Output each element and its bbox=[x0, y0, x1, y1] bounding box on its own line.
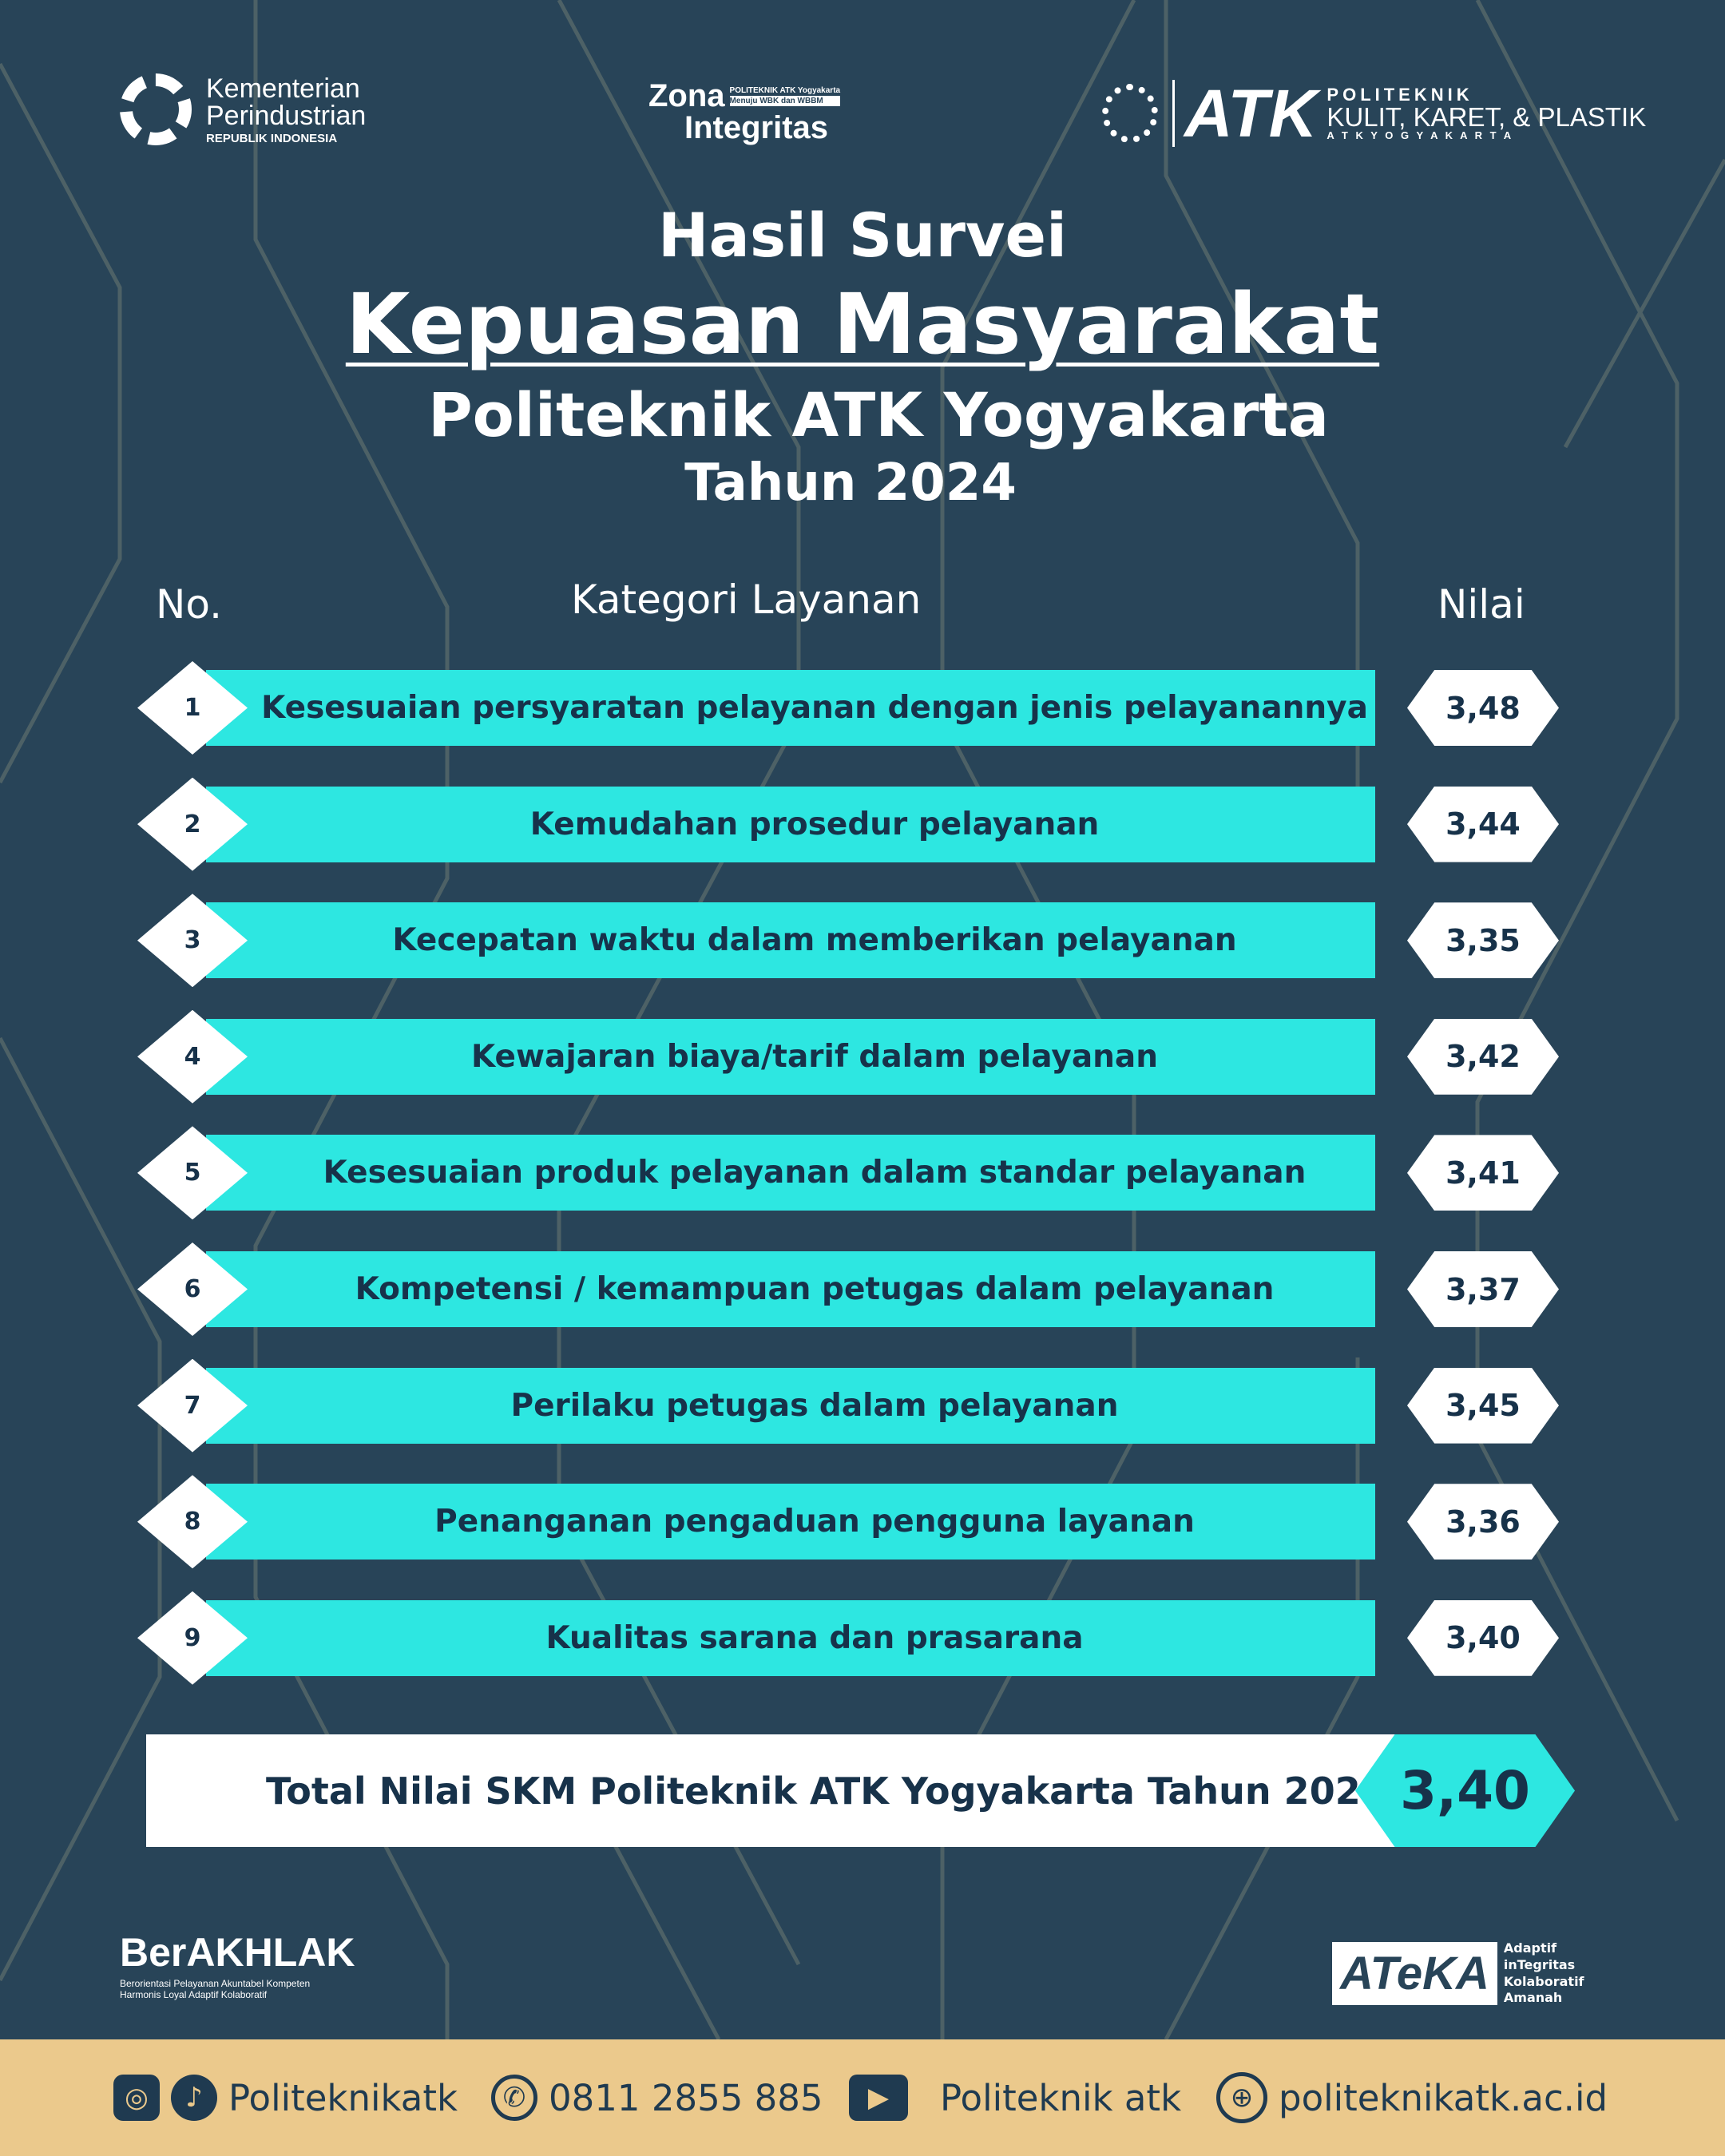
atk-emblem-icon bbox=[1102, 84, 1158, 143]
row-value-badge: 3,36 bbox=[1407, 1484, 1559, 1560]
category-label: Kesesuaian persyaratan pelayanan dengan … bbox=[206, 670, 1375, 746]
row-value-badge: 3,48 bbox=[1407, 670, 1559, 746]
phone-icon: ✆ bbox=[491, 2075, 537, 2121]
header-value: Nilai bbox=[1438, 581, 1525, 628]
table-row: Kesesuaian produk pelayanan dalam standa… bbox=[0, 1126, 1725, 1220]
category-label: Kewajaran biaya/tarif dalam pelayanan bbox=[206, 1018, 1375, 1095]
header-category: Kategori Layanan bbox=[571, 577, 922, 623]
footer-phone[interactable]: ✆ 0811 2855 885 bbox=[491, 2039, 823, 2156]
row-value-badge: 3,45 bbox=[1407, 1367, 1559, 1444]
berakhlak-logo: BerAKHLAK Berorientasi Pelayanan Akuntab… bbox=[120, 1930, 355, 2000]
page-title: Kepuasan Masyarakat bbox=[345, 275, 1380, 373]
title-year: Tahun 2024 bbox=[684, 454, 1017, 513]
kemenperin-logo: Kementerian Perindustrian REPUBLIK INDON… bbox=[120, 73, 366, 145]
table-row: Kompetensi / kemampuan petugas dalam pel… bbox=[0, 1242, 1725, 1336]
table-row: Kemudahan prosedur pelayanan 2 3,44 bbox=[0, 777, 1725, 871]
row-value-badge: 3,44 bbox=[1407, 786, 1559, 862]
category-label: Kualitas sarana dan prasarana bbox=[206, 1599, 1375, 1676]
youtube-icon: ▶ bbox=[849, 2075, 908, 2121]
instagram-icon: ◎ bbox=[113, 2075, 160, 2121]
title-institution: Politeknik ATK Yogyakarta bbox=[427, 379, 1330, 450]
category-label: Kecepatan waktu dalam memberikan pelayan… bbox=[206, 902, 1375, 979]
category-label: Kesesuaian produk pelayanan dalam standa… bbox=[206, 1135, 1375, 1211]
title-line1: Hasil Survei bbox=[657, 200, 1068, 271]
table-row: Kewajaran biaya/tarif dalam pelayanan 4 … bbox=[0, 1009, 1725, 1104]
row-value-badge: 3,42 bbox=[1407, 1018, 1559, 1095]
atk-logo: ATK POLITEKNIK KULIT, KARET, & PLASTIK A… bbox=[1102, 80, 1646, 147]
category-label: Penanganan pengaduan pengguna layanan bbox=[206, 1484, 1375, 1560]
table-row: Kualitas sarana dan prasarana 9 3,40 bbox=[0, 1591, 1725, 1685]
footer-youtube[interactable]: ▶ Politeknik atk bbox=[849, 2039, 1181, 2156]
table-row: Kecepatan waktu dalam memberikan pelayan… bbox=[0, 894, 1725, 988]
table-row: Penanganan pengaduan pengguna layanan 8 … bbox=[0, 1475, 1725, 1569]
category-label: Kompetensi / kemampuan petugas dalam pel… bbox=[206, 1251, 1375, 1327]
row-value-badge: 3,41 bbox=[1407, 1135, 1559, 1211]
total-score-row: Total Nilai SKM Politeknik ATK Yogyakart… bbox=[146, 1734, 1403, 1847]
zona-integritas-logo: Zona POLITEKNIK ATK Yogyakarta Menuju WB… bbox=[648, 78, 841, 145]
row-value-badge: 3,40 bbox=[1407, 1599, 1559, 1676]
globe-icon: ⊕ bbox=[1216, 2072, 1267, 2123]
gear-icon bbox=[120, 73, 192, 145]
header-no: No. bbox=[156, 581, 223, 628]
tiktok-icon: ♪ bbox=[171, 2075, 217, 2121]
footer-website[interactable]: ⊕ politeknikatk.ac.id bbox=[1216, 2039, 1608, 2156]
table-row: Kesesuaian persyaratan pelayanan dengan … bbox=[0, 661, 1725, 755]
row-value-badge: 3,35 bbox=[1407, 902, 1559, 979]
footer-social[interactable]: ◎ ♪ Politeknikatk bbox=[113, 2039, 458, 2156]
table-row: Perilaku petugas dalam pelayanan 7 3,45 bbox=[0, 1358, 1725, 1453]
category-label: Perilaku petugas dalam pelayanan bbox=[206, 1367, 1375, 1444]
total-label: Total Nilai SKM Politeknik ATK Yogyakart… bbox=[266, 1769, 1386, 1813]
category-label: Kemudahan prosedur pelayanan bbox=[206, 786, 1375, 862]
row-value-badge: 3,37 bbox=[1407, 1251, 1559, 1327]
footer: ◎ ♪ Politeknikatk ✆ 0811 2855 885 ▶ Poli… bbox=[0, 2039, 1725, 2156]
ateka-logo: ATeKA Adaptif inTegritas Kolaboratif Ama… bbox=[1332, 1940, 1584, 2007]
total-value: 3,40 bbox=[1355, 1734, 1575, 1847]
